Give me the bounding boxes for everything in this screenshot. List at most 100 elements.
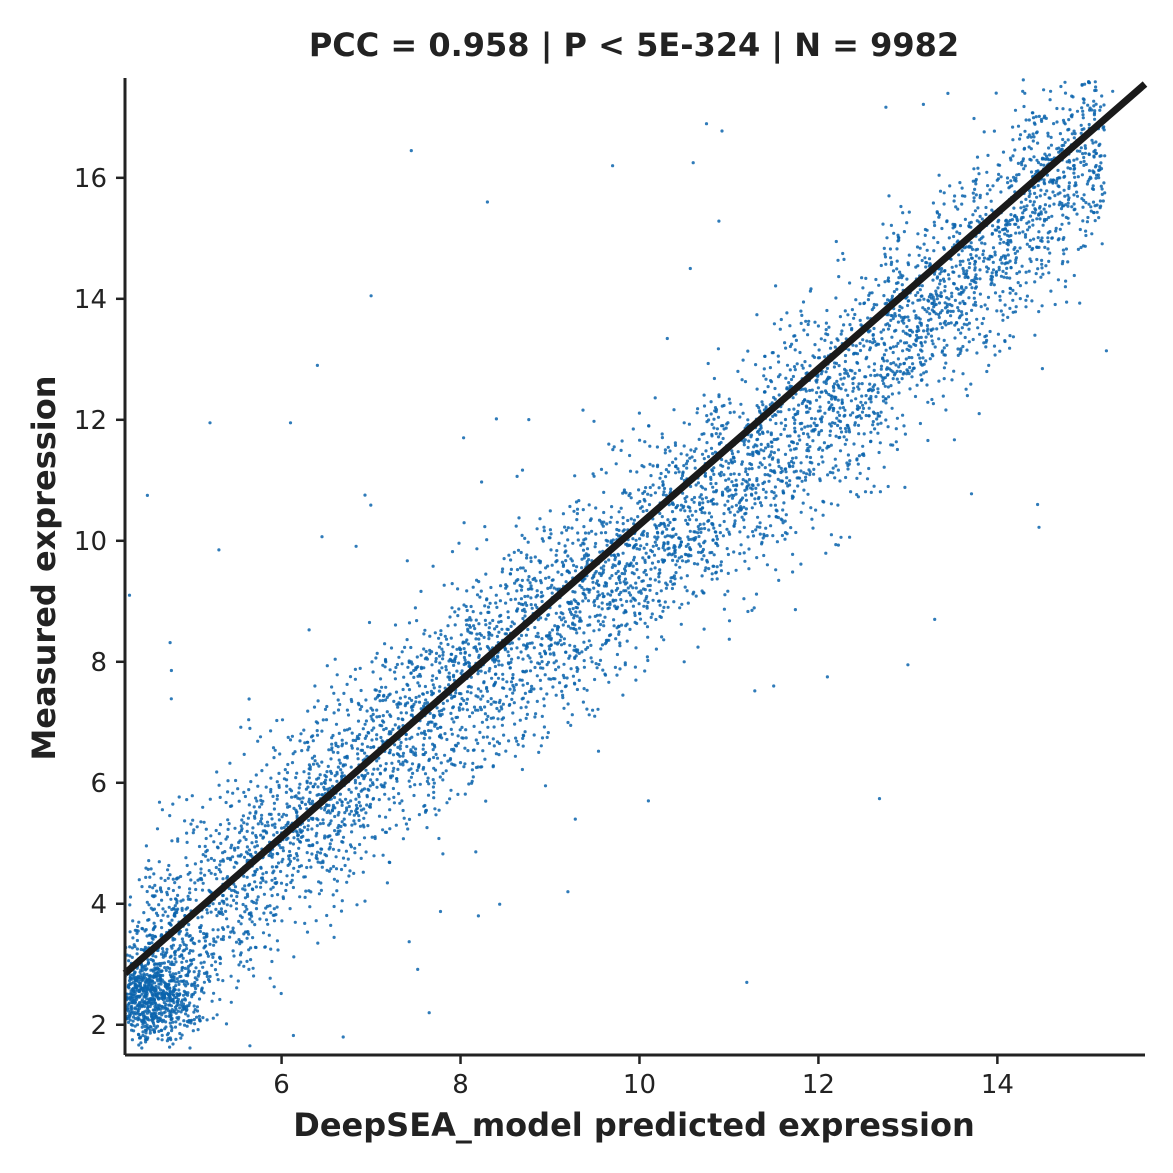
- data-point: [546, 564, 550, 568]
- data-point: [572, 616, 576, 620]
- data-point: [832, 406, 836, 411]
- data-point: [685, 522, 689, 526]
- data-point: [324, 718, 329, 722]
- data-point: [440, 647, 444, 651]
- data-point: [295, 811, 299, 815]
- data-point: [292, 955, 296, 959]
- data-point: [333, 814, 337, 819]
- data-point: [539, 687, 543, 691]
- data-point: [198, 1019, 202, 1023]
- data-point: [570, 526, 574, 530]
- data-point: [574, 654, 578, 658]
- data-point: [494, 593, 498, 597]
- data-point: [602, 510, 606, 515]
- data-point: [756, 515, 760, 519]
- data-point: [864, 276, 868, 280]
- data-point: [299, 732, 303, 736]
- data-point: [273, 748, 277, 752]
- data-point: [168, 1045, 172, 1049]
- data-point: [895, 369, 899, 373]
- data-point: [185, 906, 190, 910]
- data-point: [905, 341, 909, 345]
- data-point: [632, 558, 636, 562]
- data-point: [805, 442, 809, 447]
- data-point: [801, 300, 806, 304]
- data-point: [181, 940, 185, 944]
- data-point: [316, 850, 320, 854]
- data-point: [361, 774, 365, 778]
- data-point: [231, 926, 235, 930]
- data-point: [753, 502, 757, 506]
- data-point: [522, 643, 526, 647]
- data-point: [633, 611, 637, 615]
- data-point: [649, 493, 653, 497]
- data-point: [154, 988, 158, 992]
- data-point: [217, 910, 221, 914]
- data-point: [528, 669, 533, 673]
- data-point: [502, 733, 506, 737]
- data-point: [634, 538, 638, 542]
- data-point: [443, 634, 447, 638]
- data-point: [136, 1009, 140, 1013]
- data-point: [585, 688, 589, 692]
- data-point: [578, 584, 582, 588]
- data-point: [221, 858, 225, 862]
- data-point: [538, 570, 542, 574]
- data-point: [1048, 204, 1052, 208]
- data-point: [661, 543, 666, 548]
- data-point: [474, 618, 478, 622]
- data-point: [203, 844, 207, 849]
- data-point: [610, 505, 614, 509]
- data-point: [1089, 209, 1093, 213]
- data-point: [213, 960, 218, 964]
- data-point: [850, 328, 854, 332]
- data-point: [844, 430, 848, 434]
- data-point: [947, 277, 951, 281]
- data-point: [1033, 280, 1037, 284]
- data-point: [905, 221, 909, 225]
- data-point: [254, 850, 258, 855]
- data-point: [288, 859, 293, 864]
- data-point: [153, 1011, 158, 1015]
- data-point: [596, 590, 600, 594]
- data-point: [549, 532, 553, 536]
- data-point: [744, 470, 748, 474]
- data-point: [891, 350, 895, 355]
- data-point: [189, 1021, 193, 1025]
- data-point: [821, 499, 825, 503]
- data-point: [873, 383, 877, 387]
- data-point: [925, 261, 929, 265]
- data-point: [869, 430, 873, 434]
- data-point: [955, 230, 959, 234]
- data-point: [1097, 216, 1101, 220]
- data-point: [1029, 147, 1033, 151]
- data-point: [914, 333, 919, 337]
- data-point: [702, 554, 706, 558]
- data-point: [793, 429, 797, 434]
- data-point: [414, 747, 418, 751]
- data-point: [680, 602, 684, 606]
- data-point: [535, 527, 539, 531]
- data-point: [168, 1012, 172, 1016]
- data-point: [653, 578, 657, 582]
- data-point: [431, 748, 435, 752]
- data-point: [926, 332, 930, 336]
- data-point: [466, 642, 470, 646]
- data-point: [473, 645, 478, 649]
- data-point: [492, 744, 496, 748]
- data-point: [210, 952, 214, 956]
- data-point: [733, 459, 737, 464]
- data-point: [165, 1033, 169, 1037]
- data-point: [414, 753, 418, 757]
- data-point: [859, 416, 863, 420]
- data-point: [1021, 89, 1025, 93]
- data-point: [209, 871, 213, 875]
- data-point: [197, 844, 202, 849]
- data-point: [317, 764, 321, 768]
- data-point: [937, 173, 941, 177]
- data-point: [837, 275, 841, 279]
- data-point: [305, 781, 309, 785]
- data-point: [350, 746, 354, 750]
- data-point: [720, 490, 725, 494]
- data-point: [1028, 199, 1032, 203]
